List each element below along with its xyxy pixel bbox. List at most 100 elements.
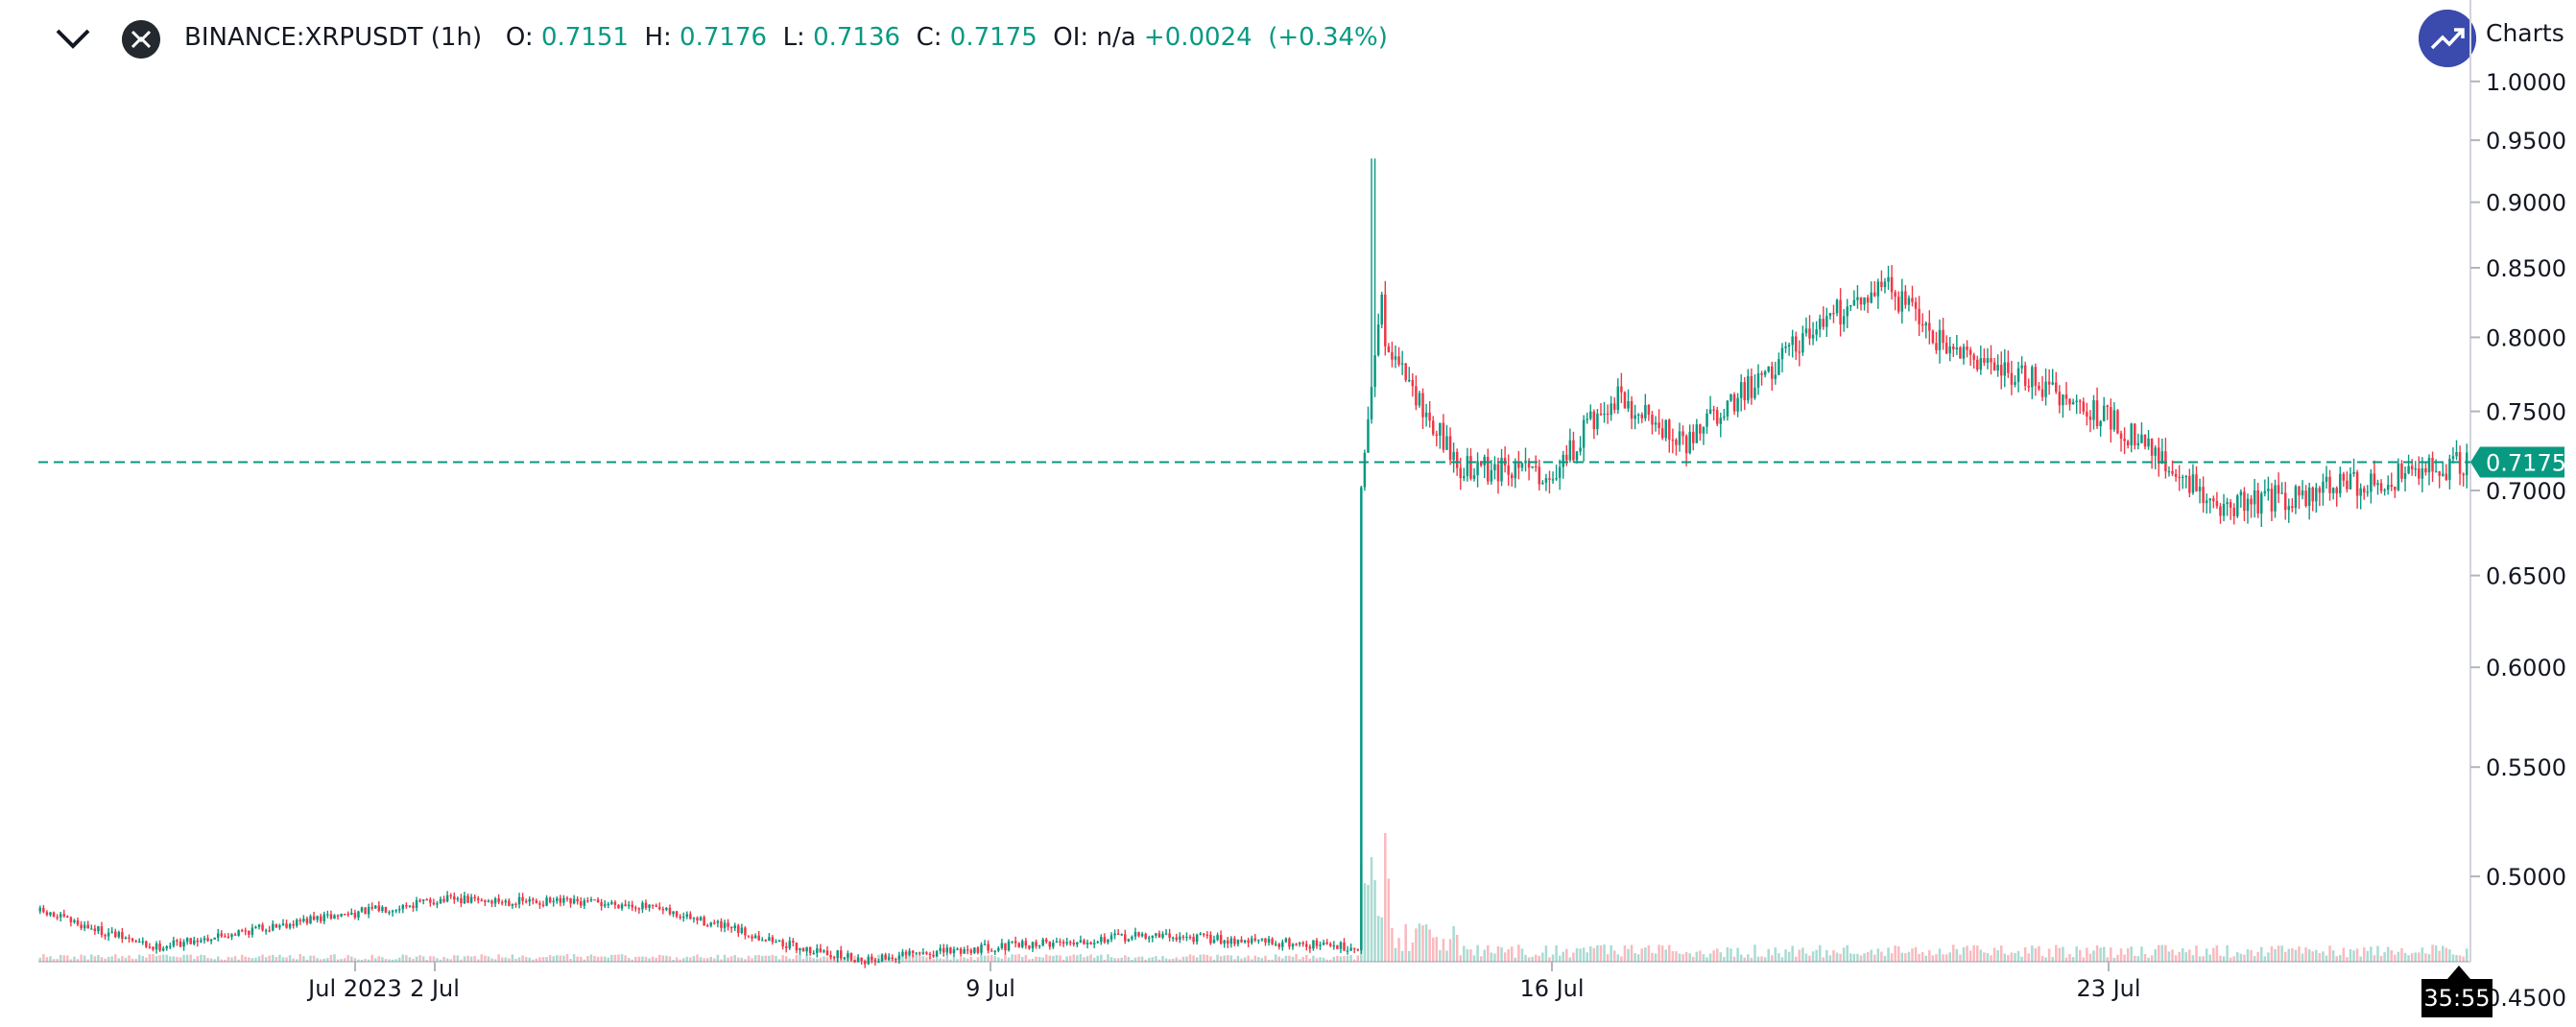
volume-bar [586,955,589,962]
volume-bar [508,958,511,962]
candle-body [281,923,285,926]
candle-body [801,947,805,952]
volume-bar [172,956,176,962]
volume-bar [552,956,555,962]
candle-body [1966,346,1968,350]
candle-body [627,904,631,906]
candle-body [1000,943,1004,948]
candle-body [319,916,322,921]
candle-body [394,909,397,912]
candle-body [2208,498,2212,501]
y-tick-label: 0.7000 [2486,478,2566,505]
volume-bar [1452,925,1455,962]
candle-body [1284,938,1288,943]
candle-body [607,903,610,906]
candle-body [1780,347,1784,360]
symbol-label[interactable]: BINANCE:XRPUSDT (1h) [184,23,483,52]
candle-body [1894,292,1896,298]
candle-body [1011,941,1014,943]
candle-body [1113,933,1116,936]
volume-bar [1514,957,1517,962]
candle-body [1753,387,1756,398]
candle-body [1880,281,1883,288]
candle-body [209,939,213,942]
y-tick-label: 1.0000 [2486,69,2566,96]
candle-body [1883,281,1887,288]
candle-body [1870,292,1872,303]
candle-body [1962,346,1966,359]
y-tick-label: 0.9500 [2486,128,2566,155]
x-tick-label: Jul 2023 [306,975,402,1002]
trending-up-icon[interactable] [2419,10,2476,67]
candle-body [2291,506,2294,509]
volume-bar [1983,952,1986,962]
candle-body [1315,940,1319,946]
volume-bar [932,959,935,962]
volume-bar [1887,947,1890,962]
candle-body [1356,948,1360,951]
volume-bar [983,955,987,962]
candle-body [1606,413,1610,416]
candle-body [1360,487,1363,951]
volume-bar [651,956,655,962]
candle-body [377,905,381,912]
candle-body [925,952,928,954]
volume-bar [1931,955,1935,962]
candle-body [1620,386,1623,393]
volume-bar [1774,947,1777,962]
volume-bar [1264,955,1267,962]
candle-body [1435,434,1439,436]
candle-body [1808,328,1811,339]
candle-body [401,905,405,910]
chevron-down-icon[interactable] [54,25,92,52]
candle-body [1952,346,1955,350]
candle-body [1623,392,1627,409]
volume-bar [397,957,401,962]
volume-bar [1442,939,1445,962]
candle-body [2038,385,2040,390]
candle-body [1322,942,1325,945]
candle-body [2171,470,2174,474]
candle-body [1380,294,1383,325]
volume-bar [565,954,569,962]
candle-body [651,904,655,906]
candle-body [230,934,233,938]
volume-bar [189,954,192,962]
volume-bar [1260,958,1264,962]
volume-bar [2325,955,2328,962]
volume-bar [473,956,476,962]
volume-bar [357,959,360,962]
last-price-tag [2470,446,2564,478]
volume-bar [1195,957,1199,962]
candle-body [545,897,548,906]
candle-body [418,899,421,902]
candle-body [1339,942,1343,949]
candle-body [932,954,935,957]
candle-body [631,904,633,908]
candle-body [860,957,863,962]
volume-bar [333,954,336,962]
volume-bar [1890,953,1894,962]
volume-bar [2130,946,2133,962]
candle-body [1209,934,1212,943]
volume-bar [747,955,751,962]
candle-body [1185,936,1188,939]
candle-body [456,897,460,900]
volume-bar [1534,954,1538,962]
candle-body [1907,298,1911,305]
volume-bar [203,955,206,962]
volume-bar [2208,954,2212,962]
volume-bar [1828,955,1832,962]
candle-body [463,896,466,904]
volume-bar [980,954,983,962]
volume-bar [1360,863,1363,962]
candle-body [2147,438,2150,447]
candle-body [2256,490,2259,514]
candle-body [586,900,589,902]
candle-body [1257,940,1260,942]
volume-bar [1267,959,1271,962]
candle-body [1328,943,1332,946]
volume-bar [436,958,439,962]
candle-body [1061,942,1065,944]
